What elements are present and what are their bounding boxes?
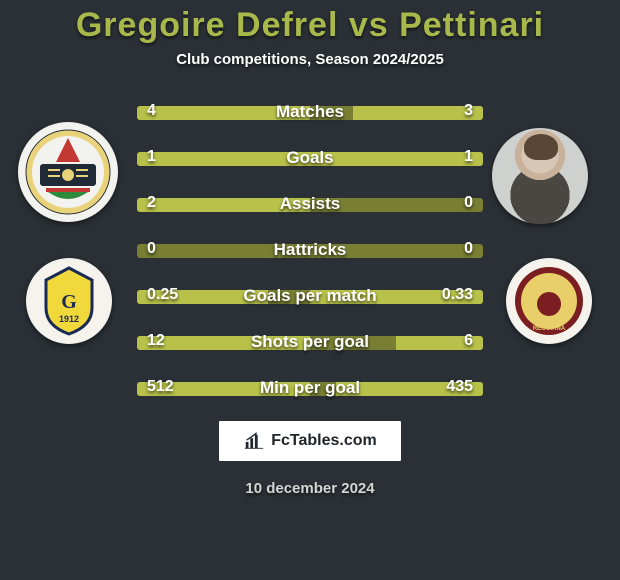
stat-label: Goals bbox=[137, 148, 483, 168]
stat-row: 43Matches bbox=[137, 96, 483, 130]
stat-row: 00Hattricks bbox=[137, 234, 483, 268]
stat-label: Hattricks bbox=[137, 240, 483, 260]
footer-watermark: FcTables.com bbox=[218, 420, 402, 462]
stat-row: 126Shots per goal bbox=[137, 326, 483, 360]
player-photo-right bbox=[492, 128, 588, 224]
club-crest-left-bottom: G 1912 bbox=[26, 258, 112, 344]
stat-label: Matches bbox=[137, 102, 483, 122]
svg-text:1912: 1912 bbox=[59, 314, 79, 324]
stat-row: 20Assists bbox=[137, 188, 483, 222]
stat-row: 512435Min per goal bbox=[137, 372, 483, 406]
stat-label: Shots per goal bbox=[137, 332, 483, 352]
svg-text:REGGIANA: REGGIANA bbox=[533, 326, 566, 332]
chart-icon bbox=[243, 430, 265, 452]
svg-text:CALCIO: CALCIO bbox=[538, 276, 561, 282]
stat-label: Min per goal bbox=[137, 378, 483, 398]
svg-text:G: G bbox=[61, 291, 77, 313]
stat-label: Goals per match bbox=[137, 286, 483, 306]
date-text: 10 december 2024 bbox=[0, 480, 620, 497]
page-title: Gregoire Defrel vs Pettinari bbox=[0, 6, 620, 45]
stat-label: Assists bbox=[137, 194, 483, 214]
footer-brand: FcTables.com bbox=[271, 432, 377, 450]
stats-rows: 43Matches 11Goals 20Assists 00Hattricks 0.25… bbox=[137, 96, 483, 406]
comparison-card: Gregoire Defrel vs Pettinari Club compet… bbox=[0, 0, 620, 580]
subtitle: Club competitions, Season 2024/2025 bbox=[0, 51, 620, 68]
club-crest-left-top bbox=[18, 122, 118, 222]
club-crest-right-bottom: CALCIO REGGIANA bbox=[506, 258, 592, 344]
stat-row: 0.250.33Goals per match bbox=[137, 280, 483, 314]
stat-row: 11Goals bbox=[137, 142, 483, 176]
